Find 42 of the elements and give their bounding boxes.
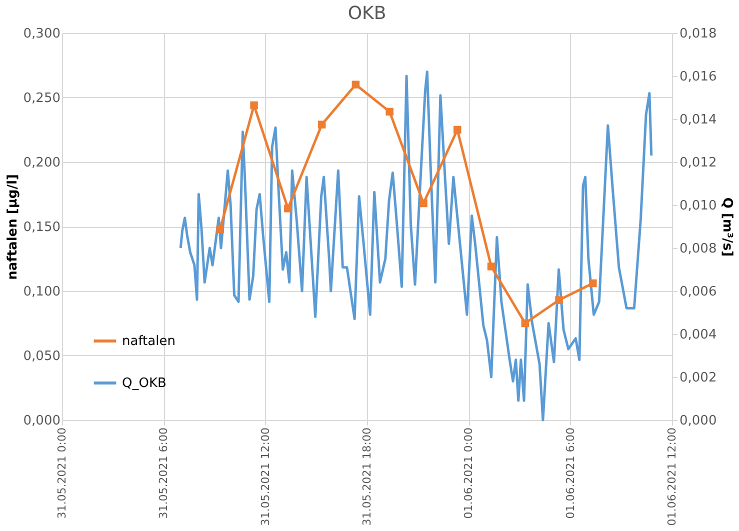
y2-tick-label: 0,000 xyxy=(680,414,717,428)
x-tick-label: 31.05.2021 18:00 xyxy=(360,428,374,526)
y-tick-label: 0,150 xyxy=(23,220,60,235)
y2-tick-label: 0,018 xyxy=(680,26,717,42)
y2-tick-label: 0,004 xyxy=(680,328,717,342)
point xyxy=(250,101,258,110)
x-tick-label: 01.06.2021 12:00 xyxy=(666,428,678,526)
y2-tick-label: 0,002 xyxy=(680,370,717,386)
point xyxy=(386,108,394,116)
legend-label: Q_OKB xyxy=(122,376,166,391)
y-tick-label: 0,300 xyxy=(23,26,60,42)
point xyxy=(352,80,360,88)
legend-label: naftalen xyxy=(122,334,176,349)
x-tick-label: 31.05.2021 6:00 xyxy=(157,428,170,519)
y-tick-label: 0,000 xyxy=(23,414,60,428)
point xyxy=(453,126,462,134)
y-tick-label: 0,050 xyxy=(23,349,60,364)
point xyxy=(216,225,224,233)
y-axis-title: naftalen [µg/l] xyxy=(5,174,20,280)
y2-axis-title: Q [m³/s] xyxy=(720,197,735,257)
point xyxy=(284,204,292,212)
point xyxy=(521,319,530,328)
x-tick-label: 31.05.2021 12:00 xyxy=(258,428,272,526)
x-tick-label: 01.06.2021 6:00 xyxy=(564,428,577,519)
point xyxy=(487,262,496,270)
y-tick-label: 0,100 xyxy=(23,284,60,300)
y2-tick-label: 0,016 xyxy=(680,70,717,84)
line-series xyxy=(179,70,653,422)
y2-tick-label: 0,014 xyxy=(680,112,717,128)
point xyxy=(589,279,597,288)
y2-tick-label: 0,008 xyxy=(680,242,717,256)
point xyxy=(420,199,428,208)
y-tick-label: 0,200 xyxy=(23,156,60,170)
y2-tick-label: 0,010 xyxy=(680,198,717,214)
y-tick-label: 0,250 xyxy=(23,91,60,106)
x-tick-label: 01.06.2021 0:00 xyxy=(462,428,476,519)
chart-title: OKB xyxy=(348,3,386,24)
point xyxy=(318,120,326,128)
x-tick-label: 31.05.2021 0:00 xyxy=(56,428,68,519)
point xyxy=(555,296,563,304)
y2-tick-label: 0,006 xyxy=(680,284,717,300)
y2-tick-label: 0,012 xyxy=(680,156,717,170)
